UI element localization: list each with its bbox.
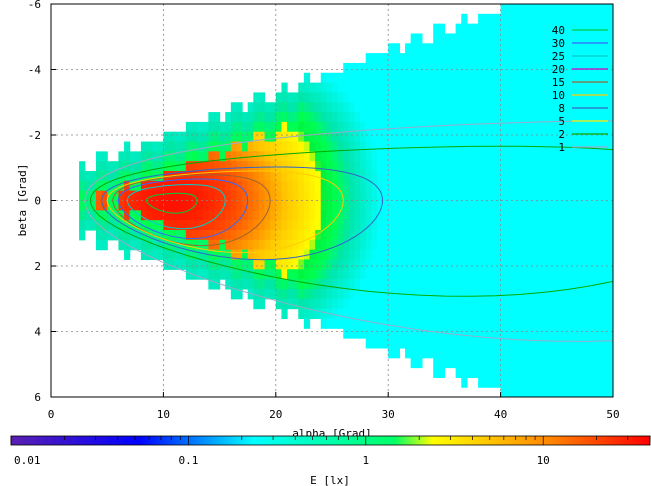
legend-label: 1 [558,141,565,154]
contour-line-2 [89,145,613,297]
y-tick-label: -2 [28,129,41,142]
y-tick-label: 2 [34,260,41,273]
y-tick-label: -4 [28,64,42,77]
contour-line-10 [106,170,344,254]
legend-label: 15 [552,76,565,89]
x-tick-label: 10 [157,408,170,421]
legend-label: 25 [552,50,565,63]
colorbar: 0.01 0.1 1 10 E [lx] [10,435,651,486]
legend-label: 40 [552,24,565,37]
contour-line-8 [101,166,384,261]
colorbar-ticks: 0.01 0.1 1 10 [10,436,651,467]
y-tick-label: -6 [28,0,41,11]
colorbar-tick-label: 0.01 [14,454,41,467]
legend-label: 20 [552,63,565,76]
grid-lines [51,4,613,397]
y-tick-label: 4 [34,326,41,339]
x-axis-ticks: 0 10 20 30 40 50 [48,392,620,421]
colorbar-tick-label: 10 [537,454,550,467]
legend-label: 2 [558,128,565,141]
x-tick-label: 0 [48,408,55,421]
contour-line-40 [145,192,198,214]
y-tick-label: 0 [34,195,41,208]
y-axis-ticks: -6 -4 -2 0 2 4 6 [28,0,56,404]
legend-label: 8 [558,102,565,115]
colorbar-tick-label: 1 [362,454,369,467]
contour-line-1 [84,120,613,342]
x-tick-label: 40 [494,408,507,421]
x-tick-label: 20 [269,408,282,421]
legend-label: 10 [552,89,565,102]
plot-area [51,4,613,397]
y-axis-title: beta [Grad] [16,164,29,237]
colorbar-strip [10,435,651,446]
colorbar-tick-label: 0.1 [178,454,198,467]
y-tick-label: 6 [34,391,41,404]
legend-label: 30 [552,37,565,50]
legend-label: 5 [558,115,565,128]
x-tick-label: 30 [382,408,395,421]
contour-line-30 [117,178,249,239]
x-tick-label: 50 [606,408,619,421]
contour-line-25 [126,183,226,230]
colorbar-title: E [lx] [310,474,350,486]
contour-lines [84,120,613,342]
